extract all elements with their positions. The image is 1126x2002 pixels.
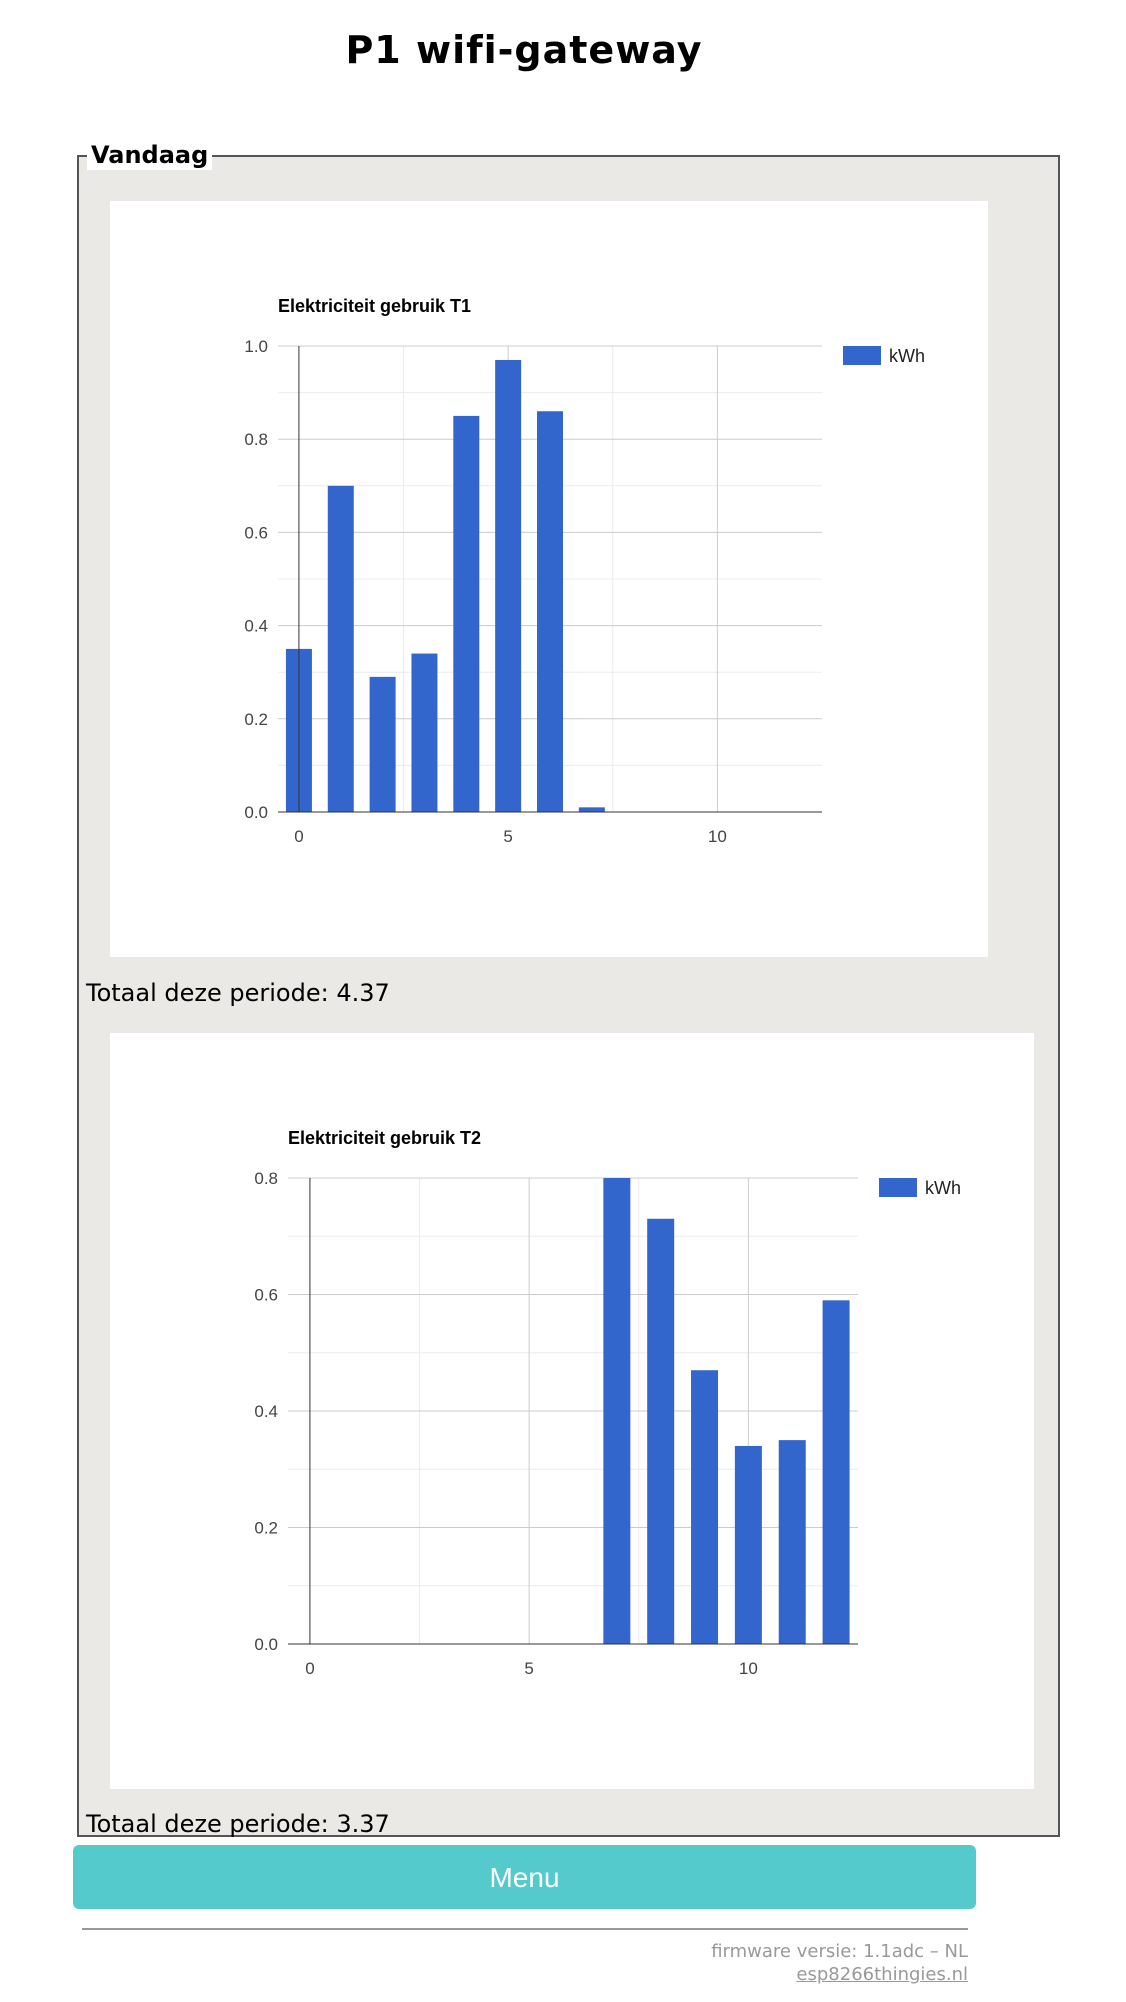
bar bbox=[647, 1218, 675, 1644]
totaal-t1: Totaal deze periode: 4.37 bbox=[86, 979, 390, 1007]
legend-swatch bbox=[879, 1178, 917, 1197]
y-tick-label: 1.0 bbox=[244, 337, 268, 356]
bar bbox=[778, 1440, 806, 1644]
legend-label: kWh bbox=[889, 346, 925, 366]
bar bbox=[495, 359, 522, 812]
bar bbox=[453, 415, 480, 812]
y-tick-label: 0.6 bbox=[254, 1286, 278, 1305]
y-tick-label: 0.8 bbox=[254, 1169, 278, 1188]
y-tick-label: 0.0 bbox=[244, 803, 268, 822]
legend-swatch bbox=[843, 346, 881, 365]
chart-panel-t1: 0.0 0.2 0.4 0.6 0.8 1.0 0 5 10 Elektriciteit gebr… bbox=[110, 201, 988, 957]
y-tick-label: 0.4 bbox=[244, 617, 268, 636]
page-title: P1 wifi-gateway bbox=[345, 28, 703, 72]
x-tick-label: 5 bbox=[503, 827, 512, 846]
chart-t1: 0.0 0.2 0.4 0.6 0.8 1.0 0 5 10 Elektriciteit gebr… bbox=[244, 296, 925, 846]
footer: firmware versie: 1.1adc – NL esp8266thin… bbox=[711, 1940, 968, 1986]
x-tick-label: 10 bbox=[739, 1659, 758, 1678]
x-tick-label: 0 bbox=[294, 827, 303, 846]
bar bbox=[734, 1445, 762, 1644]
bar bbox=[603, 1178, 631, 1644]
legend-label: kWh bbox=[925, 1178, 961, 1198]
bar bbox=[327, 485, 354, 812]
totaal-t2: Totaal deze periode: 3.37 bbox=[86, 1810, 390, 1838]
bar bbox=[578, 807, 605, 812]
website-link[interactable]: esp8266thingies.nl bbox=[796, 1964, 968, 1985]
y-tick-label: 0.4 bbox=[254, 1402, 278, 1421]
chart-title: Elektriciteit gebruik T2 bbox=[288, 1128, 481, 1148]
fieldset-legend: Vandaag bbox=[87, 140, 213, 170]
y-tick-label: 0.2 bbox=[254, 1519, 278, 1538]
bar bbox=[369, 676, 396, 812]
y-tick-label: 0.2 bbox=[244, 710, 268, 729]
bar bbox=[822, 1300, 850, 1644]
bar bbox=[411, 653, 438, 812]
firmware-version: firmware versie: 1.1adc – NL bbox=[711, 1941, 968, 1962]
x-tick-label: 10 bbox=[708, 827, 727, 846]
y-tick-label: 0.8 bbox=[244, 430, 268, 449]
chart-title: Elektriciteit gebruik T1 bbox=[278, 296, 471, 316]
footer-divider bbox=[82, 1928, 968, 1930]
menu-button[interactable]: Menu bbox=[73, 1845, 976, 1909]
y-tick-label: 0.6 bbox=[244, 523, 268, 542]
bar bbox=[691, 1370, 719, 1644]
y-tick-label: 0.0 bbox=[254, 1635, 278, 1654]
bar bbox=[537, 411, 563, 812]
chart-panel-t2: 0.0 0.2 0.4 0.6 0.8 0 5 10 Elektriciteit gebruik… bbox=[110, 1033, 1034, 1789]
x-tick-label: 0 bbox=[305, 1659, 314, 1678]
chart-t2: 0.0 0.2 0.4 0.6 0.8 0 5 10 Elektriciteit gebruik… bbox=[254, 1128, 961, 1678]
x-tick-label: 5 bbox=[524, 1659, 533, 1678]
